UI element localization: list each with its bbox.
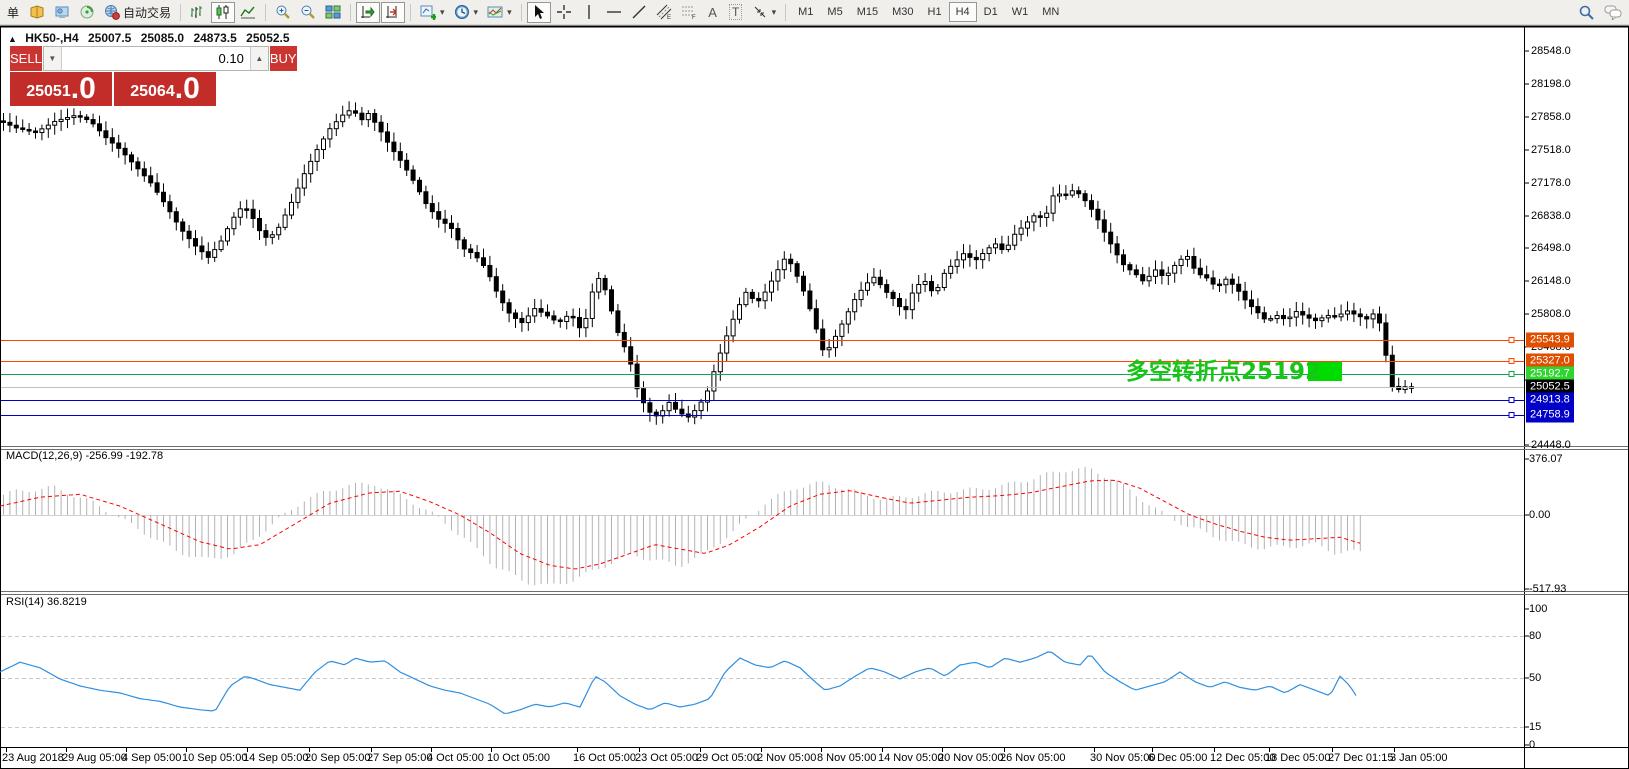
template-icon: [487, 6, 503, 18]
separator: [350, 3, 352, 21]
autotrading-globe-icon: [105, 5, 120, 20]
fibonacci-tool-button[interactable]: F: [677, 2, 701, 23]
cursor-tool-button[interactable]: [526, 1, 551, 23]
timeframe-m15-button[interactable]: M15: [856, 6, 879, 18]
timeframe-mn-button[interactable]: MN: [1042, 6, 1060, 18]
tile-windows-icon: [325, 5, 341, 19]
market-watch-icon: [55, 6, 69, 18]
autotrading-button[interactable]: 自动交易: [100, 2, 175, 23]
fibonacci-icon: F: [681, 6, 696, 20]
toolbar: 单 自动交易: [0, 0, 1629, 25]
trendline-icon: [632, 5, 646, 19]
zoom-in-icon: [276, 5, 290, 19]
svg-text:F: F: [692, 15, 696, 20]
new-chart-icon: [420, 5, 437, 20]
timeframe-group: M1 M5 M15 M30 H1 H4 D1 W1 MN: [791, 2, 1066, 22]
vertical-line-icon: [587, 5, 590, 19]
sell-price-display[interactable]: 25051 .0: [10, 72, 112, 106]
equidistant-channel-icon: E: [656, 4, 671, 20]
autotrading-label: 自动交易: [123, 5, 172, 20]
separator: [410, 3, 412, 21]
market-watch-button[interactable]: [50, 2, 74, 23]
cursor-icon: [534, 5, 544, 19]
bar-chart-icon: [191, 6, 203, 18]
navigator-icon: [80, 5, 94, 19]
separator: [520, 3, 522, 21]
search-icon: [1579, 5, 1594, 20]
chart-shift-icon: [386, 6, 398, 18]
zoom-in-button[interactable]: [271, 2, 295, 23]
trendline-tool-button[interactable]: [627, 2, 651, 23]
bar-chart-button[interactable]: [186, 2, 210, 23]
dropdown-arrow-icon: ▾: [440, 6, 445, 17]
buy-price-fraction: .0: [174, 72, 200, 105]
horizontal-line-tool-button[interactable]: [602, 2, 626, 23]
channel-tool-button[interactable]: E: [652, 2, 676, 23]
volume-increase-button[interactable]: ▲: [249, 47, 268, 70]
arrows-tool-icon: [754, 6, 765, 18]
crosshair-icon: [556, 5, 571, 19]
chat-button[interactable]: [1600, 2, 1627, 23]
new-order-button[interactable]: 单: [2, 2, 24, 23]
sell-price-fraction: .0: [70, 72, 96, 105]
new-order-label: 单: [6, 5, 19, 20]
dropdown-arrow-icon: ▾: [507, 6, 512, 17]
arrows-tool-button[interactable]: ▾: [748, 2, 781, 23]
timeframe-h1-button[interactable]: H1: [927, 6, 942, 18]
timeframe-d1-button[interactable]: D1: [983, 6, 998, 18]
timeframe-m5-button[interactable]: M5: [827, 6, 843, 18]
navigator-button[interactable]: [75, 2, 99, 23]
clock-icon: [454, 5, 469, 19]
chart-shift-button[interactable]: [381, 1, 406, 23]
dropdown-arrow-icon: ▾: [771, 6, 777, 17]
auto-scroll-icon: [361, 6, 375, 18]
sell-price-main: 25051: [26, 83, 71, 100]
dropdown-arrow-icon: ▾: [473, 6, 479, 17]
new-chart-button[interactable]: ▾: [416, 2, 449, 23]
one-click-trading-panel: SELL ▼ ▲ BUY 25051 .0 25064 .0: [10, 46, 297, 106]
buy-price-display[interactable]: 25064 .0: [114, 72, 216, 106]
line-chart-icon: [240, 6, 256, 19]
zoom-out-button[interactable]: [296, 2, 320, 23]
separator: [265, 3, 267, 21]
svg-text:E: E: [667, 15, 671, 20]
history-center-button[interactable]: [25, 2, 49, 23]
timeframe-w1-button[interactable]: W1: [1011, 6, 1029, 18]
history-book-icon: [30, 5, 44, 19]
label-tool-button[interactable]: T: [725, 2, 747, 23]
search-button[interactable]: [1574, 2, 1599, 23]
zoom-out-icon: [301, 5, 315, 19]
label-tool-icon: T: [728, 4, 743, 20]
timeframe-m1-button[interactable]: M1: [798, 6, 814, 18]
candlestick-chart-icon: [216, 5, 229, 19]
text-tool-icon: A: [708, 4, 717, 20]
templates-button[interactable]: ▾: [483, 2, 516, 23]
horizontal-line-icon: [606, 11, 621, 13]
candlestick-chart-button[interactable]: [211, 1, 236, 23]
buy-price-main: 25064: [130, 83, 175, 100]
tile-windows-button[interactable]: [321, 2, 345, 23]
text-tool-button[interactable]: A: [702, 2, 724, 23]
volume-input[interactable]: [61, 47, 250, 70]
vertical-line-tool-button[interactable]: [577, 2, 601, 23]
timeframe-h4-button[interactable]: H4: [948, 2, 977, 22]
sell-button[interactable]: SELL: [10, 46, 42, 71]
crosshair-tool-button[interactable]: [552, 2, 576, 23]
periods-button[interactable]: ▾: [450, 2, 483, 23]
timeframe-m30-button[interactable]: M30: [892, 6, 914, 18]
line-chart-button[interactable]: [236, 2, 260, 23]
separator: [180, 3, 182, 21]
separator: [785, 3, 787, 21]
buy-button[interactable]: BUY: [269, 46, 297, 71]
volume-decrease-button[interactable]: ▼: [43, 47, 62, 70]
volume-control: ▼ ▲: [42, 46, 269, 71]
auto-scroll-button[interactable]: [356, 1, 381, 23]
chat-icon: [1604, 5, 1622, 20]
